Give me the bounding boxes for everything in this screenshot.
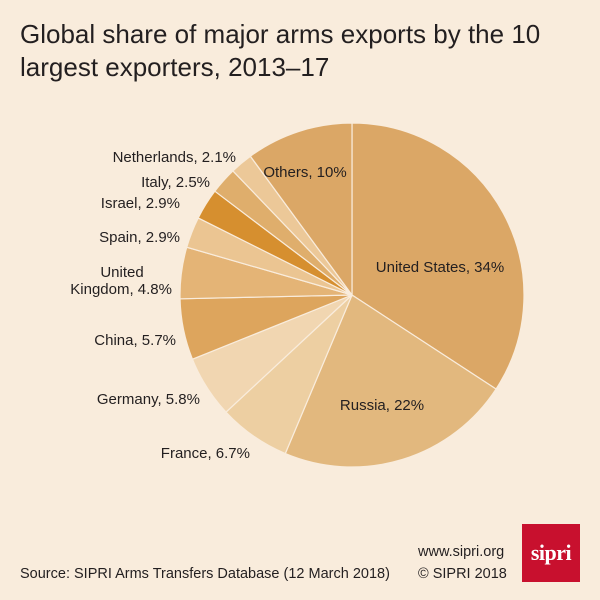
slice-label-israel: Israel, 2.9% [101,195,180,212]
slice-label-germany: Germany, 5.8% [97,391,200,408]
slice-label-united-kingdom: United Kingdom, 4.8% [70,264,172,298]
slice-label-italy: Italy, 2.5% [141,174,210,191]
slice-label-china: China, 5.7% [94,332,176,349]
slice-label-united-states: United States, 34% [376,259,504,276]
slice-label-russia: Russia, 22% [340,397,424,414]
slice-label-spain: Spain, 2.9% [99,229,180,246]
website-url: www.sipri.org [418,544,505,560]
pie-slice-russia [284,294,497,468]
logo-text: sipri [530,540,572,565]
chart-title: Global share of major arms exports by th… [20,19,541,82]
slice-label-others: Others, 10% [263,164,346,181]
source-note: Source: SIPRI Arms Transfers Database (1… [20,566,390,582]
copyright-note: © SIPRI 2018 [418,566,507,582]
pie-slice-others [249,122,353,297]
sipri-logo: sipri [522,524,580,582]
slice-label-netherlands: Netherlands, 2.1% [113,149,236,166]
slice-label-france: France, 6.7% [161,445,250,462]
